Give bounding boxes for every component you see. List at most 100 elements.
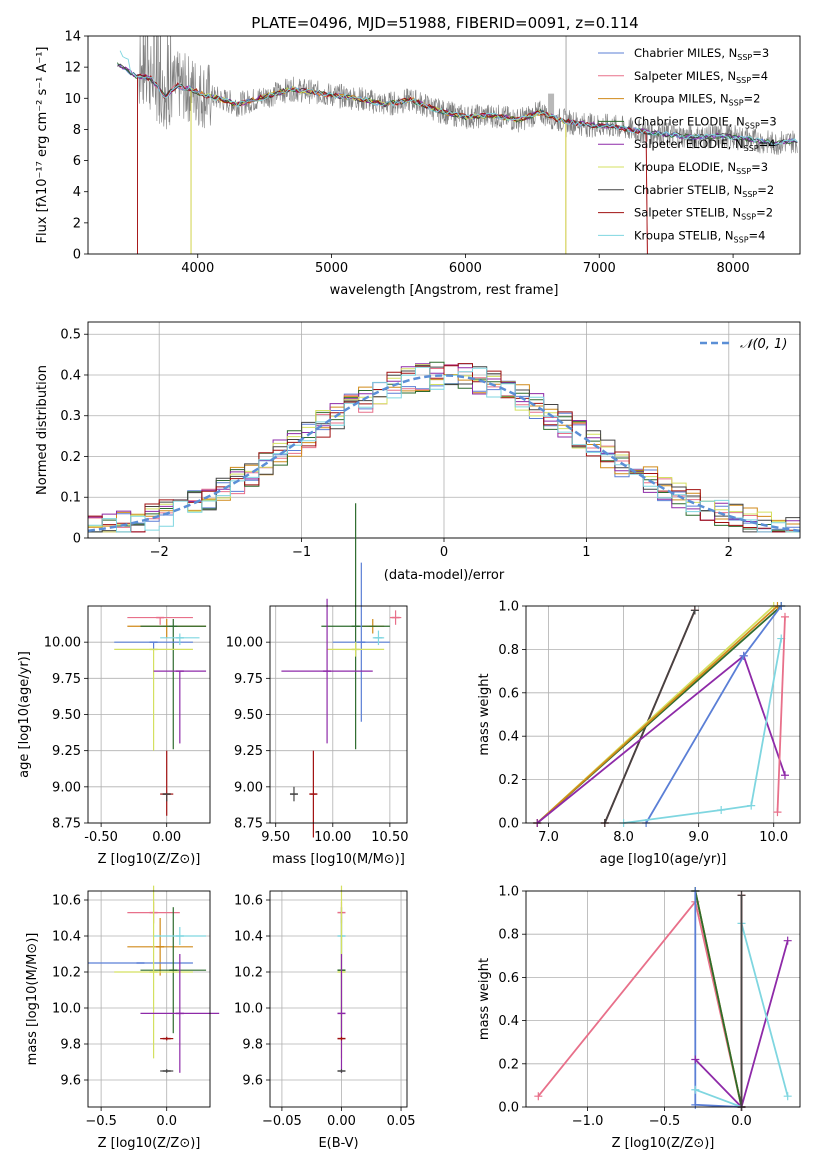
weight-marker xyxy=(717,805,726,814)
chart-mass_vs_Z: −0.5 0.0 9.6 9.8 10.0 10.2 10.4 10.6 Z [log10(Z/… xyxy=(25,885,220,1151)
y-tick-label: 10 xyxy=(64,92,81,107)
axes-frame xyxy=(87,35,801,255)
legend-sub: SSP xyxy=(745,121,760,130)
y-tick-label: 9.6 xyxy=(242,1074,263,1089)
x-tick-label: 6000 xyxy=(449,261,482,276)
weight-marker xyxy=(534,1092,543,1101)
weight-marker xyxy=(747,801,756,810)
legend-count: =2 xyxy=(756,206,773,220)
y-tick-label: 9.50 xyxy=(234,708,263,723)
y-tick-label: 0.4 xyxy=(498,730,519,745)
legend-count: =4 xyxy=(759,137,776,151)
weight-line xyxy=(603,609,696,824)
x-tick-label: 5000 xyxy=(315,261,348,276)
axes-frame xyxy=(269,605,408,824)
x-tick-label: −0.05 xyxy=(262,1114,302,1129)
y-tick-label: 0.8 xyxy=(498,928,519,943)
weight-line xyxy=(536,605,779,824)
x-tick-label: 0 xyxy=(440,545,448,560)
y-tick-label: 0.8 xyxy=(498,643,519,658)
y-axis-label: Flux [fλ10⁻¹⁷ erg cm⁻² s⁻¹ A⁻¹] xyxy=(35,47,50,244)
legend-sub: SSP xyxy=(729,99,744,108)
weight-marker xyxy=(783,936,792,945)
y-tick-label: 9.25 xyxy=(52,744,81,759)
x-tick-label: 10.00 xyxy=(314,830,351,845)
y-tick-label: 9.8 xyxy=(242,1038,263,1053)
y-axis-label: Normed distribution xyxy=(35,365,50,495)
y-tick-label: 1.0 xyxy=(498,600,519,615)
x-axis-label: E(B-V) xyxy=(318,1136,358,1151)
y-tick-label: 9.6 xyxy=(60,1074,81,1089)
legend-count: =3 xyxy=(752,46,769,60)
y-tick-label: 8 xyxy=(73,123,81,138)
residual-histogram xyxy=(88,366,800,533)
y-axis-label: mass weight xyxy=(477,673,492,755)
y-axis-label: age [log10(age/yr)] xyxy=(17,651,32,778)
y-tick-label: 0.1 xyxy=(60,491,81,506)
legend-count: =4 xyxy=(749,228,766,242)
legend-sub: SSP xyxy=(742,190,757,199)
legend-entry: Chabrier ELODIE, NSSP=3 xyxy=(634,114,777,130)
y-tick-label: 0.6 xyxy=(498,686,519,701)
x-axis-label: Z [log10(Z/Z⊙)] xyxy=(612,1136,715,1151)
y-tick-label: 9.8 xyxy=(60,1038,81,1053)
y-axis-label: mass [log10(M/M⊙)] xyxy=(25,933,40,1066)
x-tick-label: -0.50 xyxy=(84,830,118,845)
x-tick-label: 4000 xyxy=(181,261,214,276)
x-tick-label: 10.50 xyxy=(371,830,408,845)
legend-count: =2 xyxy=(744,92,761,106)
normal-curve xyxy=(87,374,801,533)
axes-frame xyxy=(525,605,801,824)
weight-line xyxy=(623,638,783,824)
y-tick-label: 14 xyxy=(64,30,81,45)
legend-count: =3 xyxy=(751,160,768,174)
x-axis-label: Z [log10(Z/Z⊙)] xyxy=(98,852,201,867)
y-tick-label: 0.2 xyxy=(498,773,519,788)
legend: Chabrier MILES, NSSP=3 Salpeter MILES, NS… xyxy=(598,46,777,244)
chart-weight_vs_Z: −1.0 −0.5 0.0 0.0 0.2 0.4 0.6 0.8 1.0 Z [log10(Z/… xyxy=(477,885,801,1151)
x-tick-label: 2 xyxy=(725,545,733,560)
residual-histogram xyxy=(88,363,800,533)
x-axis-label: (data-model)/error xyxy=(384,568,505,583)
y-tick-label: 10.6 xyxy=(52,894,81,909)
y-tick-label: 6 xyxy=(73,154,81,169)
y-tick-label: 10.0 xyxy=(234,1002,263,1017)
weight-marker xyxy=(737,891,746,900)
chart-residuals: −2 −1 0 1 2 0 0.1 0.2 0.3 0.4 0.5 𝒩(0, 1) (data-mode… xyxy=(35,321,801,583)
y-tick-label: 10.4 xyxy=(52,930,81,945)
y-tick-label: 2 xyxy=(73,216,81,231)
y-tick-label: 0 xyxy=(73,248,81,263)
axes-frame xyxy=(525,890,801,1108)
legend-count: =2 xyxy=(757,183,774,197)
y-tick-label: 9.75 xyxy=(52,672,81,687)
y-tick-label: 8.75 xyxy=(234,817,263,832)
y-tick-label: 10.0 xyxy=(52,1002,81,1017)
legend-sub: SSP xyxy=(744,144,759,153)
weight-marker xyxy=(780,612,789,621)
y-tick-label: 9.50 xyxy=(52,708,81,723)
y-tick-label: 0.4 xyxy=(498,1014,519,1029)
y-axis-label: mass weight xyxy=(477,958,492,1040)
weight-line xyxy=(776,616,786,813)
figure-title: PLATE=0496, MJD=51988, FIBERID=0091, z=0… xyxy=(251,14,638,32)
y-tick-label: 0.6 xyxy=(498,971,519,986)
legend-sub: SSP xyxy=(736,167,751,176)
x-tick-label: −1 xyxy=(292,545,311,560)
legend-entry: Salpeter ELODIE, NSSP=4 xyxy=(634,137,776,153)
legend-entry: Salpeter STELIB, NSSP=2 xyxy=(634,206,773,222)
chart-mass_vs_EBV: −0.05 0.00 0.05 9.6 9.8 10.0 10.2 10.4 10.6 E(B-V… xyxy=(234,885,416,1151)
y-tick-label: 4 xyxy=(73,185,81,200)
y-tick-label: 0.5 xyxy=(60,328,81,343)
x-tick-label: 0.00 xyxy=(152,830,181,845)
chart-age_vs_mass: 9.50 10.00 10.50 8.75 9.00 9.25 9.50 9.75 10.00 m… xyxy=(226,503,408,867)
x-tick-label: 0.0 xyxy=(156,1114,177,1129)
x-axis-label: wavelength [Angstrom, rest frame] xyxy=(330,283,559,298)
y-tick-label: 9.75 xyxy=(234,672,263,687)
x-tick-label: 7000 xyxy=(583,261,616,276)
weight-marker xyxy=(691,1100,700,1109)
y-tick-label: 8.75 xyxy=(52,817,81,832)
x-tick-label: 8000 xyxy=(717,261,750,276)
x-tick-label: −2 xyxy=(150,545,169,560)
chart-spectrum: 4000 5000 6000 7000 8000 0 2 4 6 8 10 12 14 wavelengt… xyxy=(35,30,801,298)
